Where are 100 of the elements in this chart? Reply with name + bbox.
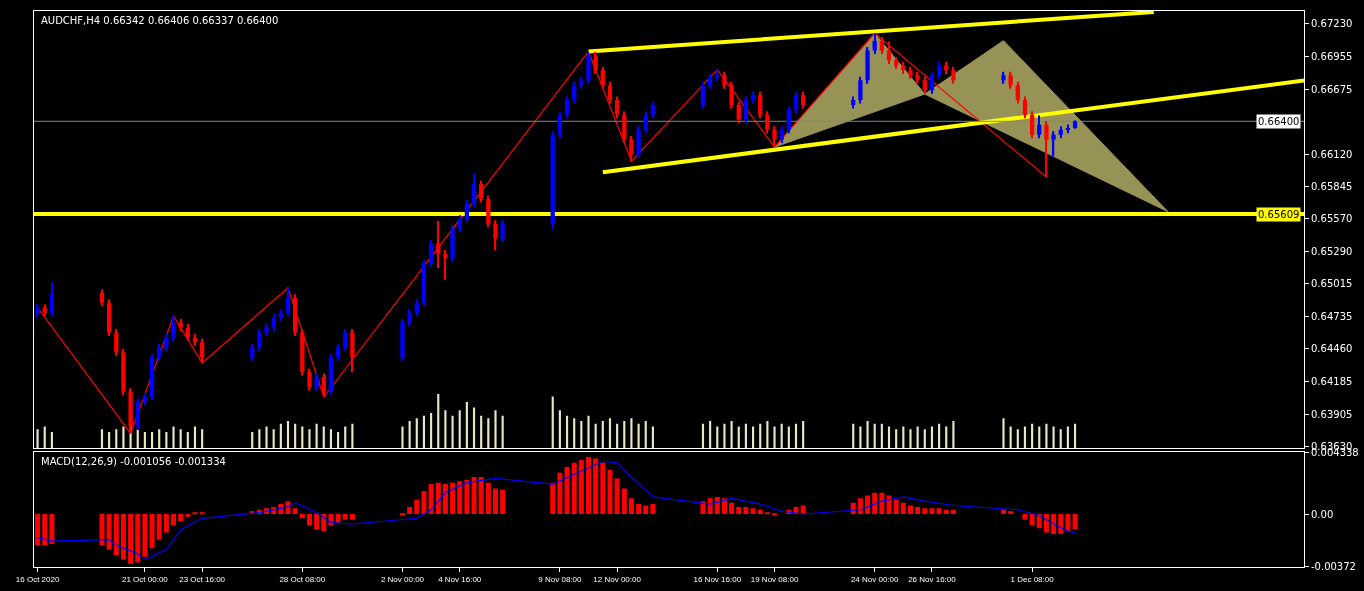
bar (421, 491, 427, 515)
bar (594, 423, 597, 449)
bar (637, 423, 640, 449)
bar (292, 508, 298, 515)
bar (422, 415, 426, 449)
bar (192, 512, 198, 515)
bar (1031, 423, 1034, 449)
bar (186, 431, 189, 449)
bar (172, 426, 175, 449)
bar (408, 421, 411, 449)
bar (1016, 429, 1019, 449)
bar (149, 514, 155, 549)
bar (143, 431, 146, 449)
bar (407, 506, 413, 515)
bar (179, 429, 182, 449)
bar (458, 410, 461, 449)
bar (258, 429, 261, 449)
bar (150, 431, 154, 449)
bar (480, 415, 483, 449)
bar (35, 514, 41, 546)
x-tick-label: 24 Nov 00:00 (850, 574, 900, 584)
bar (616, 423, 619, 449)
x-tick-label: 12 Nov 00:00 (593, 574, 642, 584)
y-tick-label: 0.66675 (1311, 83, 1353, 95)
bar (895, 429, 898, 449)
bar (593, 458, 599, 515)
bar (551, 396, 554, 449)
bar (478, 476, 484, 515)
bar (550, 482, 556, 515)
y-tick-label: 0.64735 (1311, 311, 1353, 323)
bar (773, 426, 776, 449)
x-tick-label: 28 Oct 08:00 (279, 574, 326, 584)
bar (730, 421, 733, 449)
bar (314, 514, 320, 530)
bar (744, 423, 747, 449)
bar (437, 393, 440, 449)
bar (115, 429, 118, 449)
bar (465, 402, 468, 449)
bar (1002, 418, 1005, 449)
bar (472, 407, 476, 449)
bar (1072, 514, 1078, 530)
bar (558, 410, 561, 449)
bar (450, 482, 456, 515)
bar (564, 467, 570, 515)
bar (279, 423, 282, 449)
bar (907, 505, 913, 515)
bar (349, 514, 355, 520)
bar (492, 488, 498, 515)
bar (736, 506, 742, 515)
bar (294, 423, 297, 449)
bar (852, 423, 855, 449)
bar (464, 479, 470, 515)
bar (759, 423, 762, 449)
bar (457, 481, 463, 515)
bar (1043, 514, 1049, 533)
bar (50, 431, 53, 449)
y-tick-label: 0.64460 (1311, 343, 1353, 355)
bar (500, 489, 506, 515)
bar (909, 429, 912, 449)
bar (1073, 423, 1077, 449)
bar (342, 514, 348, 520)
bar (565, 415, 569, 449)
bar (630, 418, 633, 449)
bar (893, 499, 899, 515)
bar (586, 457, 592, 515)
bar (721, 498, 727, 515)
bar (915, 506, 921, 515)
bar (1058, 514, 1064, 534)
bar (158, 429, 161, 449)
bar (743, 506, 749, 515)
bar (122, 426, 125, 449)
y-tick-label: 0.65290 (1311, 246, 1353, 258)
bar (936, 508, 942, 515)
x-tick-label: 23 Oct 16:00 (179, 574, 226, 584)
bar (644, 421, 647, 449)
bar (900, 502, 906, 515)
bar (766, 421, 769, 449)
bar (879, 492, 885, 515)
bar (251, 431, 254, 449)
x-tick-label: 26 Nov 16:00 (908, 574, 957, 584)
bar (178, 514, 184, 522)
bar (643, 505, 649, 515)
x-tick-label: 1 Dec 08:00 (1010, 574, 1055, 584)
y-tick-label: 0.00 (1311, 508, 1334, 520)
bar (709, 421, 712, 449)
bar (873, 423, 876, 449)
bar (600, 462, 606, 515)
bar (135, 514, 141, 563)
bar (335, 514, 341, 523)
bar (308, 429, 311, 449)
bar (501, 415, 504, 449)
x-tick-label: 19 Nov 08:00 (750, 574, 799, 584)
bar (794, 423, 798, 449)
bar (621, 488, 627, 515)
bar (171, 514, 177, 526)
bar (714, 496, 720, 515)
x-tick-label: 4 Nov 16:00 (438, 574, 482, 584)
bar (802, 421, 805, 449)
bar (780, 423, 783, 449)
bar (607, 469, 613, 515)
